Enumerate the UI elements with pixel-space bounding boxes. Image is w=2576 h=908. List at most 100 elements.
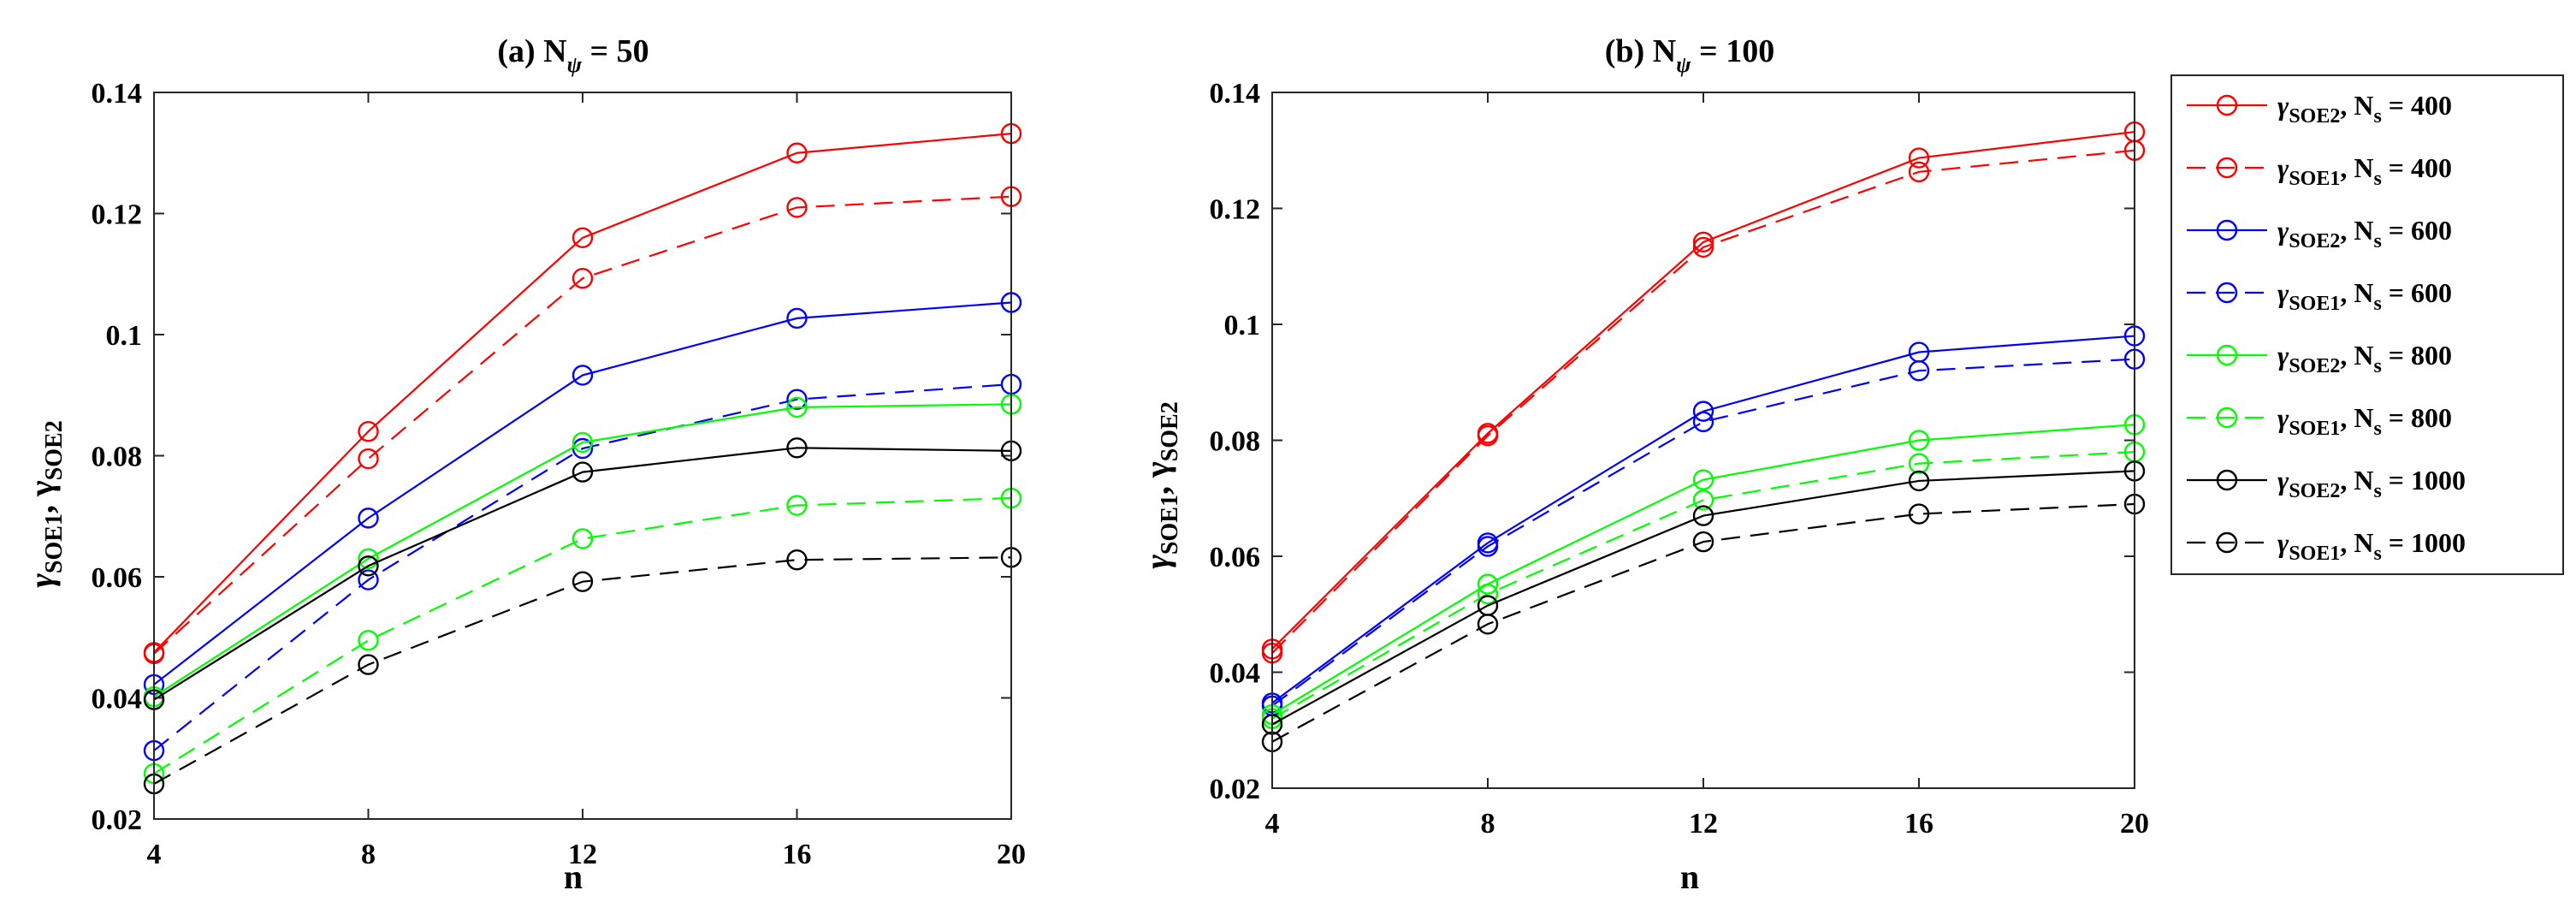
panel-a-data-point: [358, 448, 379, 470]
panel-b-x-tick-label: 12: [1689, 808, 1718, 840]
legend-marker: [2216, 469, 2238, 491]
panel-b-x-tick-label: 4: [1265, 808, 1280, 840]
panel-a-data-point: [786, 549, 808, 571]
panel-a-series-line-5: [153, 496, 1012, 774]
legend-entry: γSOE2, Ns = 1000: [2187, 465, 2466, 502]
panel-a-data-point: [358, 421, 379, 442]
legend-entry: γSOE2, Ns = 800: [2187, 340, 2452, 377]
panel-a-x-tick-label: 8: [361, 839, 376, 870]
legend-label: γSOE2, Ns = 600: [2277, 215, 2452, 252]
panel-a-x-label: n: [564, 858, 583, 896]
panel-b-data-point: [1908, 147, 1930, 169]
legend: γSOE2, Ns = 400 γSOE1, Ns = 400 γSOE2, Ns …: [2170, 74, 2564, 575]
panel-a-x-tick-label: 12: [568, 839, 597, 870]
panel-b-data-point: [1908, 453, 1930, 474]
panel-b-title: (b) Nψ = 100: [1605, 33, 1774, 77]
panel-b-series: [1261, 121, 2146, 752]
legend-label: γSOE1, Ns = 800: [2277, 402, 2452, 440]
panel-b-data-point: [1692, 411, 1714, 433]
legend-entry: γSOE1, Ns = 600: [2187, 277, 2452, 315]
panel-a-x-tick-label: 20: [997, 839, 1026, 870]
panel-b-x-ticks: 4 8 12 16 20: [1265, 92, 2149, 840]
panel-a-data-point: [571, 431, 594, 454]
panel-b-data-point: [1908, 503, 1930, 525]
panel-b-y-tick-label: 0.14: [1210, 78, 1261, 110]
panel-a-series-line-2: [153, 301, 1012, 685]
panel-a-series-line-4: [153, 403, 1012, 698]
legend-marker: [2216, 219, 2238, 241]
panel-a-x-tick-label: 16: [783, 839, 812, 870]
panel-b-data-point: [1908, 430, 1930, 451]
panel-a-data-point: [786, 495, 808, 516]
panel-b-data-point: [1477, 614, 1499, 635]
panel-b-data-point: [1908, 161, 1930, 183]
legend-marker: [2216, 157, 2238, 179]
legend-entry: γSOE2, Ns = 400: [2187, 90, 2452, 128]
panel-b-data-point: [1477, 583, 1499, 605]
panel-a-x-ticks: 4 8 12 16 20: [147, 92, 1026, 870]
panel-b: (b) Nψ = 100 0.02 0.04 0.06 0.08 0.1 0.12 0.14…: [1138, 33, 2149, 896]
panel-a-data-point: [786, 197, 808, 218]
panel-a-data-point: [786, 307, 808, 329]
panel-a-series-line-3: [153, 383, 1012, 751]
panel-a-axes-box: [153, 92, 1012, 820]
legend-entry: γSOE2, Ns = 600: [2187, 215, 2452, 252]
panel-a-data-point: [786, 142, 808, 163]
panel-b-x-label: n: [1680, 858, 1699, 896]
panel-b-y-ticks: 0.02 0.04 0.06 0.08 0.1 0.12 0.14: [1210, 78, 2135, 805]
panel-a-data-point: [571, 268, 594, 289]
panel-a-y-ticks: 0.02 0.04 0.06 0.08 0.1 0.12 0.14: [92, 78, 1011, 836]
panel-b-y-tick-label: 0.1: [1224, 310, 1261, 341]
panel-b-series-line-0: [1271, 130, 2135, 650]
panel-b-y-tick-label: 0.06: [1210, 542, 1261, 573]
panel-a-y-label: γSOE1, γSOE2: [22, 420, 68, 587]
panel-a-y-tick-label: 0.12: [92, 199, 143, 231]
panel-b-data-point: [1692, 469, 1714, 490]
legend-marker: [2216, 407, 2238, 429]
panel-a-data-point: [358, 507, 379, 529]
panel-a: (a) Nψ = 50 0.020.040.060.080.10.120.14 …: [22, 33, 1026, 896]
panel-a-data-point: [358, 569, 379, 590]
legend-entry: γSOE1, Ns = 400: [2187, 152, 2452, 190]
panel-a-y-tick-label: 0.06: [92, 562, 143, 594]
panel-a-data-point: [571, 461, 594, 483]
legend-entry: γSOE1, Ns = 800: [2187, 402, 2452, 440]
panel-a-data-point: [571, 571, 594, 592]
legend-label: γSOE1, Ns = 600: [2277, 277, 2452, 315]
panel-a-x-tick-label: 4: [147, 839, 162, 870]
panel-a-data-point: [571, 227, 594, 248]
panel-a-series-line-7: [153, 556, 1012, 785]
panel-b-series-line-1: [1271, 149, 2135, 654]
panel-b-y-label: γSOE1, γSOE2: [1138, 401, 1183, 568]
panel-b-series-line-3: [1271, 358, 2135, 707]
panel-b-data-point: [1908, 360, 1930, 382]
panel-a-y-tick-label: 0.14: [92, 78, 143, 110]
panel-b-x-tick-label: 16: [1904, 808, 1933, 840]
legend-marker: [2216, 531, 2238, 554]
panel-b-data-point: [1477, 424, 1499, 447]
panel-b-y-tick-label: 0.02: [1210, 774, 1261, 805]
legend-entry: γSOE1, Ns = 1000: [2187, 527, 2466, 565]
panel-a-data-point: [358, 654, 379, 675]
panel-a-y-tick-label: 0.02: [92, 804, 143, 836]
panel-b-data-point: [1692, 505, 1714, 526]
panel-a-data-point: [571, 365, 594, 386]
panel-b-data-point: [1692, 401, 1714, 422]
panel-a-data-point: [786, 389, 808, 410]
panel-a-series-line-6: [153, 447, 1012, 701]
panel-a-data-point: [358, 548, 379, 569]
panel-b-series-line-5: [1271, 450, 2135, 720]
legend-label: γSOE1, Ns = 1000: [2277, 527, 2466, 565]
panel-b-data-point: [1692, 236, 1714, 258]
panel-a-data-point: [358, 630, 379, 651]
panel-b-data-point: [1477, 536, 1499, 557]
legend-label: γSOE1, Ns = 400: [2277, 152, 2452, 190]
panel-a-series: [143, 122, 1022, 795]
panel-b-axes-box: [1271, 92, 2135, 789]
panel-b-data-point: [1692, 531, 1714, 553]
panel-a-title: (a) Nψ = 50: [497, 33, 648, 77]
panel-b-series-line-6: [1271, 470, 2135, 726]
panel-b-series-line-7: [1271, 502, 2135, 743]
legend-marker: [2216, 94, 2238, 116]
